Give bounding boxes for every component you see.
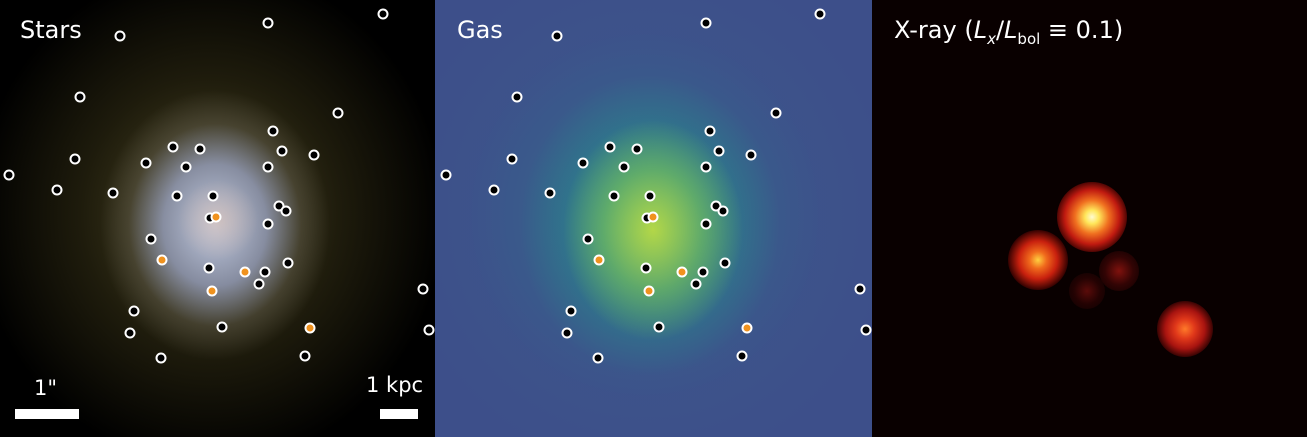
star-marker — [155, 352, 167, 364]
star-highlight-marker — [304, 322, 316, 334]
xray-source-bright — [1057, 182, 1127, 252]
star-marker — [216, 321, 228, 333]
gas-highlight-marker — [643, 285, 655, 297]
gas-marker — [653, 321, 665, 333]
star-marker — [207, 190, 219, 202]
gas-marker — [704, 125, 716, 137]
star-marker — [282, 257, 294, 269]
star-marker — [332, 107, 344, 119]
xray-title-lx: L — [973, 16, 988, 44]
gas-marker — [640, 262, 652, 274]
star-marker — [280, 205, 292, 217]
xray-title-lbol-sub: bol — [1017, 29, 1041, 48]
star-marker — [51, 184, 63, 196]
gas-marker — [700, 218, 712, 230]
gas-marker — [488, 184, 500, 196]
gas-marker — [544, 187, 556, 199]
star-marker — [262, 17, 274, 29]
star-highlight-marker — [156, 254, 168, 266]
xray-title-lbol: L — [1004, 16, 1018, 44]
gas-marker — [644, 190, 656, 202]
gas-marker — [551, 30, 563, 42]
gas-marker — [440, 169, 452, 181]
stars-panel: Stars 1" 1 kpc — [0, 0, 435, 437]
physical-scale-label: 1 kpc — [366, 373, 424, 397]
star-marker — [276, 145, 288, 157]
star-marker — [253, 278, 265, 290]
star-highlight-marker — [210, 211, 222, 223]
star-marker — [128, 305, 140, 317]
star-marker — [107, 187, 119, 199]
gas-highlight-marker — [741, 322, 753, 334]
xray-title-lx-sub: x — [987, 29, 996, 48]
angular-scale-bar — [15, 409, 79, 419]
gas-marker — [561, 327, 573, 339]
xray-title-prefix: X-ray ( — [894, 16, 974, 44]
star-marker — [308, 149, 320, 161]
xray-panel: X-ray (Lx/Lbol ≡ 0.1) — [872, 0, 1307, 437]
xray-source-lower-right — [1157, 301, 1213, 357]
star-marker — [180, 161, 192, 173]
gas-marker — [511, 91, 523, 103]
gas-highlight-marker — [676, 266, 688, 278]
xray-source-faint-1 — [1099, 251, 1139, 291]
gas-marker — [565, 305, 577, 317]
star-highlight-marker — [239, 266, 251, 278]
star-marker — [74, 91, 86, 103]
gas-highlight-marker — [593, 254, 605, 266]
gas-marker — [608, 190, 620, 202]
gas-marker — [631, 143, 643, 155]
star-highlight-marker — [206, 285, 218, 297]
gas-marker — [713, 145, 725, 157]
gas-marker — [814, 8, 826, 20]
xray-image — [872, 0, 1307, 437]
star-marker — [140, 157, 152, 169]
star-marker — [145, 233, 157, 245]
star-marker — [377, 8, 389, 20]
star-marker — [267, 125, 279, 137]
xray-title-suffix: ≡ 0.1) — [1040, 16, 1124, 44]
gas-marker — [582, 233, 594, 245]
xray-source-faint-2 — [1069, 273, 1105, 309]
star-marker — [417, 283, 429, 295]
star-marker — [124, 327, 136, 339]
star-marker — [259, 266, 271, 278]
gas-marker — [854, 283, 866, 295]
star-marker — [3, 169, 15, 181]
angular-scale-label: 1" — [34, 376, 58, 400]
gas-marker — [577, 157, 589, 169]
gas-marker — [618, 161, 630, 173]
gas-marker — [736, 350, 748, 362]
gas-marker — [700, 17, 712, 29]
gas-marker — [745, 149, 757, 161]
xray-title: X-ray (Lx/Lbol ≡ 0.1) — [894, 16, 1123, 48]
xray-title-slash: / — [995, 16, 1005, 44]
star-marker — [167, 141, 179, 153]
gas-marker — [592, 352, 604, 364]
stars-title: Stars — [20, 16, 82, 44]
star-marker — [203, 262, 215, 274]
gas-marker — [604, 141, 616, 153]
star-marker — [69, 153, 81, 165]
star-marker — [194, 143, 206, 155]
gas-marker — [717, 205, 729, 217]
gas-title: Gas — [457, 16, 503, 44]
gas-panel: Gas — [435, 0, 872, 437]
physical-scale-bar — [380, 409, 418, 419]
gas-marker — [697, 266, 709, 278]
star-marker — [423, 324, 435, 336]
star-marker — [114, 30, 126, 42]
gas-marker — [719, 257, 731, 269]
star-marker — [171, 190, 183, 202]
gas-marker — [860, 324, 872, 336]
star-marker — [262, 218, 274, 230]
xray-source-left — [1008, 230, 1068, 290]
star-marker — [262, 161, 274, 173]
star-marker — [299, 350, 311, 362]
gas-marker — [770, 107, 782, 119]
gas-marker — [506, 153, 518, 165]
gas-marker — [700, 161, 712, 173]
gas-highlight-marker — [647, 211, 659, 223]
gas-marker — [690, 278, 702, 290]
